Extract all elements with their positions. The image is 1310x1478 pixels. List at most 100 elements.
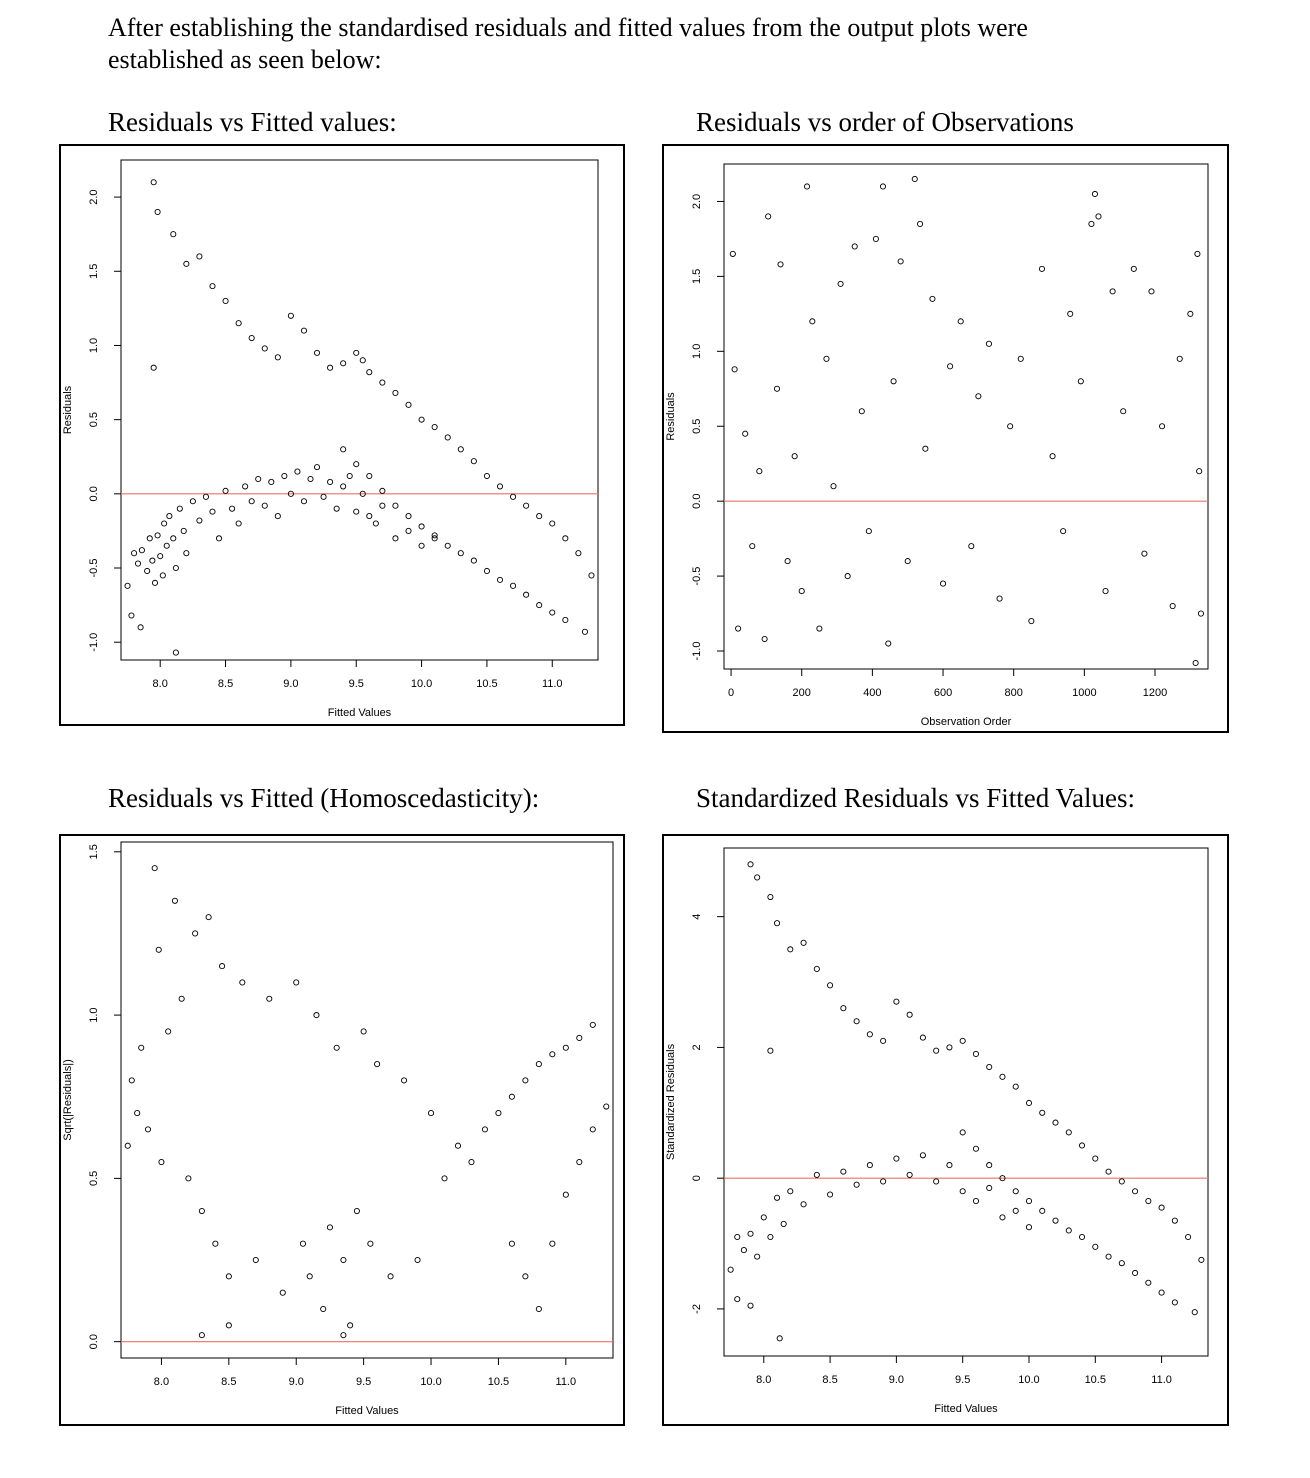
scale_location-point	[151, 865, 158, 872]
std_resid_fitted-x-tick-label: 11.0	[1151, 1374, 1172, 1386]
scale_location-point	[313, 1012, 320, 1019]
std_resid_fitted-point	[1118, 1260, 1125, 1267]
resid_fitted-point	[359, 357, 366, 364]
scale_location-point	[576, 1159, 583, 1166]
scale_location-point	[212, 1240, 219, 1247]
std_resid_fitted-point	[754, 874, 761, 881]
scale_location-point	[225, 1273, 232, 1280]
resid_fitted-y-tick-label: 1.0	[88, 338, 100, 353]
scale_location-point	[414, 1256, 421, 1264]
resid_fitted-point	[274, 513, 281, 520]
std_resid_fitted-point	[866, 1031, 873, 1038]
resid_fitted-point	[172, 564, 179, 572]
scale_location-y-tick-label: 1.0	[88, 1007, 100, 1022]
resid_fitted-point	[161, 520, 168, 527]
scale_location-point	[360, 1028, 367, 1035]
resid_order-point	[749, 543, 756, 550]
std_resid_fitted-point	[747, 861, 754, 868]
std_resid_fitted-point	[986, 1063, 993, 1071]
resid_order-point	[837, 280, 844, 287]
std_resid_fitted-point	[866, 1162, 873, 1169]
panel-residuals-vs-fitted: 8.0 8.5 9.0 9.5 10.0 10.5 11.0 -1.0 -0.5 0.0 0.5 1.…	[59, 144, 625, 726]
std_resid_fitted-point	[986, 1184, 993, 1192]
scale_location-point	[340, 1256, 347, 1264]
scale_location-x-tick-label: 8.5	[221, 1376, 236, 1388]
std_resid_fitted-plot-frame	[723, 847, 1209, 1357]
std_resid_fitted-y-tick-label: 4	[691, 914, 703, 920]
resid_order-point	[885, 640, 892, 647]
resid_order-x-tick-label: 200	[793, 687, 811, 699]
resid_fitted-point	[418, 542, 425, 549]
scale_location-point	[589, 1021, 596, 1028]
resid_fitted-point	[268, 478, 275, 486]
std_resid_fitted-point	[853, 1018, 860, 1025]
std_resid_fitted-point	[919, 1152, 926, 1159]
scale_location-point	[266, 995, 273, 1002]
std_resid_fitted-point	[1012, 1207, 1019, 1214]
std_resid_fitted-point	[840, 1005, 847, 1012]
resid_fitted-x-tick-label: 8.0	[153, 678, 168, 690]
resid_order-point	[830, 483, 837, 490]
scale_location-y-tick-label: 1.5	[88, 844, 100, 859]
resid_fitted-point	[138, 547, 145, 554]
resid_fitted-point	[222, 297, 229, 304]
resid_fitted-point	[496, 483, 504, 490]
resid_order-point	[1192, 659, 1199, 667]
resid_order-point	[742, 430, 749, 437]
scale_location-point	[299, 1240, 307, 1247]
scale_location-point	[441, 1175, 448, 1182]
resid_order-point	[735, 625, 742, 632]
std_resid_fitted-point	[972, 1198, 979, 1205]
std_resid_fitted-y-tick-label: 2	[691, 1044, 703, 1050]
scale_location-point	[155, 946, 162, 953]
std_resid_fitted-point	[747, 1230, 754, 1237]
resid_order-point	[1049, 453, 1056, 460]
resid_fitted-point	[196, 517, 203, 524]
std_resid_fitted-point	[1105, 1168, 1112, 1175]
resid_fitted-y-tick-label: 0.0	[88, 486, 100, 501]
std_resid_fitted-point	[959, 1188, 966, 1195]
resid_fitted-point	[163, 542, 170, 549]
std_resid_fitted-point	[747, 1302, 754, 1309]
std_resid_fitted-point	[1092, 1243, 1099, 1250]
resid_order-point	[1141, 550, 1148, 557]
resid_order-point	[1130, 265, 1137, 272]
resid_order-point	[865, 528, 872, 535]
resid_order-point	[957, 318, 964, 325]
resid_order-point	[939, 580, 947, 587]
resid_fitted-point	[176, 505, 183, 512]
resid_fitted-point	[327, 478, 334, 486]
std_resid_fitted-point	[972, 1050, 979, 1057]
scale_location-point	[387, 1273, 394, 1280]
resid_fitted-point	[248, 334, 255, 342]
resid_fitted-point	[392, 389, 399, 396]
heading-residuals-vs-order: Residuals vs order of Observations	[696, 107, 1074, 137]
std_resid_fitted-point	[1078, 1142, 1086, 1149]
resid_order-point	[773, 385, 781, 392]
resid_order-point	[809, 318, 816, 325]
scale_location-point	[219, 963, 226, 970]
resid_order-point	[1194, 250, 1201, 257]
chart-standardized-residuals: 8.0 8.5 9.0 9.5 10.0 10.5 11.0 -2 0 2 4 Fitted Valu…	[665, 847, 1209, 1415]
scale_location-point	[165, 1028, 172, 1035]
resid_fitted-point	[189, 498, 196, 505]
resid_fitted-point	[457, 446, 464, 453]
scale_location-point	[239, 979, 246, 986]
std_resid_fitted-point	[1118, 1178, 1125, 1185]
scale_location-point	[252, 1256, 259, 1264]
scale_location-point	[603, 1103, 610, 1110]
scale_location-point	[185, 1175, 192, 1182]
scale_location-point	[549, 1051, 556, 1058]
std_resid_fitted-point	[959, 1037, 966, 1044]
std_resid_fitted-point	[946, 1162, 953, 1169]
resid_fitted-point	[313, 464, 321, 471]
resid_fitted-point	[379, 502, 386, 509]
chart-homoscedasticity: 8.0 8.5 9.0 9.5 10.0 10.5 11.0 0.0 0.5 1.0 1.5 Fitt…	[62, 841, 614, 1417]
std_resid_fitted-point	[933, 1047, 940, 1054]
resid_order-point	[1159, 423, 1166, 430]
scale_location-point	[171, 897, 178, 904]
std_resid_fitted-point	[827, 1191, 834, 1198]
resid_fitted-point	[209, 508, 216, 515]
resid_order-point	[1120, 408, 1127, 415]
resid_fitted-y-tick-label: 2.0	[88, 189, 100, 204]
